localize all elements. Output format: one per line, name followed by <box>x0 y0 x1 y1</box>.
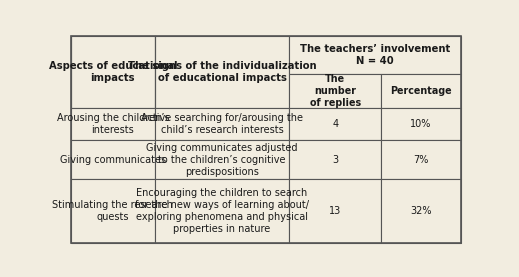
Text: The teachers’ involvement
N = 40: The teachers’ involvement N = 40 <box>300 44 450 66</box>
FancyBboxPatch shape <box>381 108 461 140</box>
Text: 7%: 7% <box>414 155 429 165</box>
Text: 10%: 10% <box>411 119 432 129</box>
FancyBboxPatch shape <box>381 74 461 108</box>
Text: 13: 13 <box>329 206 342 216</box>
FancyBboxPatch shape <box>155 108 290 140</box>
Text: 4: 4 <box>332 119 338 129</box>
FancyBboxPatch shape <box>381 179 461 243</box>
Text: Giving communicates: Giving communicates <box>60 155 166 165</box>
Text: Giving communicates adjusted
to the children’s cognitive
predispositions: Giving communicates adjusted to the chil… <box>146 143 298 176</box>
Text: Arousing the children’s
interests: Arousing the children’s interests <box>57 113 169 135</box>
FancyBboxPatch shape <box>155 179 290 243</box>
FancyBboxPatch shape <box>155 140 290 179</box>
Text: The signs of the individualization
of educational impacts: The signs of the individualization of ed… <box>128 61 317 83</box>
FancyBboxPatch shape <box>155 37 290 108</box>
FancyBboxPatch shape <box>71 140 155 179</box>
FancyBboxPatch shape <box>290 108 381 140</box>
Text: Encouraging the children to search
for the new ways of learning about/
exploring: Encouraging the children to search for t… <box>135 188 309 234</box>
FancyBboxPatch shape <box>381 140 461 179</box>
Text: Stimulating the research
quests: Stimulating the research quests <box>52 200 173 222</box>
FancyBboxPatch shape <box>290 140 381 179</box>
Text: Aspects of educational
impacts: Aspects of educational impacts <box>49 61 177 83</box>
FancyBboxPatch shape <box>290 74 381 108</box>
FancyBboxPatch shape <box>290 179 381 243</box>
FancyBboxPatch shape <box>71 37 155 108</box>
Text: 32%: 32% <box>411 206 432 216</box>
FancyBboxPatch shape <box>71 179 155 243</box>
Text: Percentage: Percentage <box>390 86 452 96</box>
Text: The
number
of replies: The number of replies <box>310 74 361 108</box>
Text: Active searching for/arousing the
child’s research interests: Active searching for/arousing the child’… <box>141 113 303 135</box>
FancyBboxPatch shape <box>71 108 155 140</box>
Text: 3: 3 <box>332 155 338 165</box>
FancyBboxPatch shape <box>290 37 461 74</box>
